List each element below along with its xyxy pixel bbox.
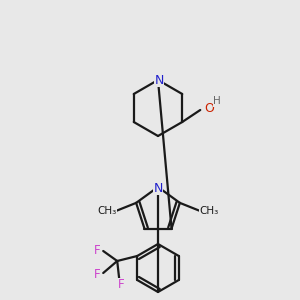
- Text: O: O: [204, 103, 214, 116]
- Text: F: F: [118, 278, 124, 292]
- Text: N: N: [153, 182, 163, 194]
- Text: CH₃: CH₃: [199, 206, 218, 216]
- Text: N: N: [154, 74, 164, 86]
- Text: F: F: [94, 244, 101, 257]
- Text: H: H: [213, 96, 221, 106]
- Text: CH₃: CH₃: [98, 206, 117, 216]
- Text: F: F: [94, 268, 101, 281]
